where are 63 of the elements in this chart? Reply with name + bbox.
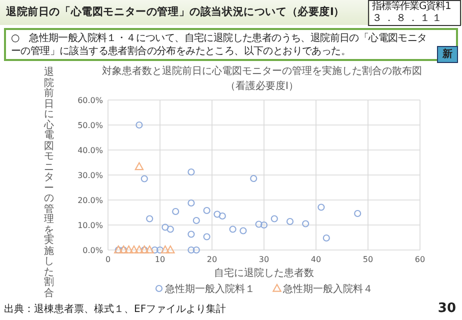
y-tick-label: 40.0% bbox=[78, 146, 104, 155]
y-tick-label: 10.0% bbox=[78, 221, 104, 230]
point bbox=[145, 245, 154, 254]
y-tick-label: 60.0% bbox=[78, 96, 104, 105]
point bbox=[188, 168, 195, 176]
source-note: 出典：退棟患者票、様式１、EFファイルより集計 bbox=[4, 303, 226, 316]
x-tick-label: 30 bbox=[258, 255, 270, 264]
point bbox=[146, 215, 154, 222]
point bbox=[188, 246, 195, 254]
point bbox=[255, 220, 262, 228]
point bbox=[240, 227, 247, 234]
y-tick-label: 0.0% bbox=[82, 246, 104, 255]
point bbox=[156, 246, 164, 254]
text: ○ 急性期一般入院料１・４について、自宅に退院した患者のうち、退院前日の「心電図モニターの管理」に該当する患者割合の分布をみたところ、以下のとおりであった。 bbox=[11, 33, 427, 57]
point bbox=[166, 245, 175, 254]
x-tick-label: 20 bbox=[206, 255, 218, 264]
text: 30 bbox=[438, 301, 456, 317]
y-tick-label: 50.0% bbox=[78, 121, 104, 130]
point bbox=[192, 246, 200, 254]
x-axis-title: 自宅に退院した患者数 bbox=[214, 267, 314, 279]
text: 指標等作業G資料1 bbox=[370, 1, 460, 13]
chart-title: 対象患者数と退院前日に心電図モニターの管理を実施した割合の散布図 bbox=[102, 65, 422, 77]
point bbox=[188, 230, 195, 238]
point bbox=[354, 210, 362, 218]
point bbox=[172, 208, 180, 216]
point bbox=[214, 210, 221, 218]
y-tick-label: 30.0% bbox=[78, 171, 104, 180]
point bbox=[166, 226, 174, 233]
point bbox=[192, 216, 200, 224]
point bbox=[203, 233, 210, 240]
point bbox=[218, 212, 226, 220]
point bbox=[162, 224, 169, 231]
text: 退院前日の「心電図モニターの管理」の該当状況について（必要度Ⅰ） bbox=[6, 6, 345, 18]
point bbox=[270, 215, 278, 222]
text: 新 bbox=[437, 46, 458, 63]
point bbox=[130, 245, 138, 254]
point bbox=[203, 206, 210, 214]
point bbox=[140, 175, 148, 182]
point bbox=[124, 245, 134, 254]
point bbox=[302, 220, 310, 228]
legend-label: 急性期一般入院料４ bbox=[282, 283, 373, 295]
point bbox=[160, 245, 170, 254]
point bbox=[250, 174, 258, 182]
point bbox=[286, 218, 294, 226]
chart-subtitle: （看護必要度Ⅰ） bbox=[226, 80, 298, 92]
text: ３．８．１１ bbox=[370, 13, 460, 25]
x-tick-label: 0 bbox=[105, 255, 111, 264]
point bbox=[134, 245, 144, 254]
point bbox=[322, 234, 330, 242]
point bbox=[188, 199, 195, 207]
point bbox=[260, 221, 268, 229]
point bbox=[134, 162, 144, 170]
text: 退院前日に心電図モニターの管理を実施した割合 bbox=[44, 67, 54, 298]
point bbox=[318, 204, 325, 211]
x-tick-label: 40 bbox=[310, 255, 322, 264]
x-tick-label: 10 bbox=[154, 255, 166, 264]
point bbox=[229, 226, 236, 233]
point bbox=[151, 246, 158, 254]
x-tick-label: 60 bbox=[414, 255, 426, 264]
point bbox=[136, 121, 143, 129]
legend-label: 急性期一般入院料１ bbox=[164, 283, 255, 295]
y-tick-label: 20.0% bbox=[78, 196, 104, 205]
x-tick-label: 50 bbox=[362, 255, 374, 264]
